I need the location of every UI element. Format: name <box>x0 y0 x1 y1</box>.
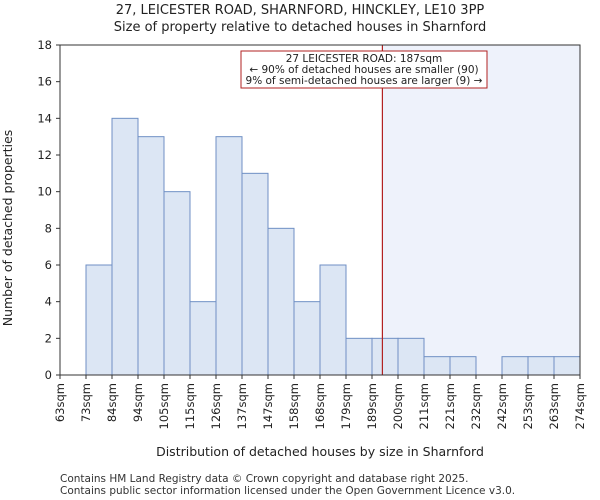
bar-200sqm <box>397 337 425 376</box>
y-tick-label: 0 <box>45 368 52 382</box>
bars <box>85 117 581 376</box>
x-tick-label: 168sqm <box>313 383 327 429</box>
bar-115sqm <box>189 301 217 376</box>
y-tick-label: 14 <box>37 111 52 125</box>
y-tick-label: 18 <box>37 38 52 52</box>
bar-105sqm <box>163 191 191 376</box>
x-tick-label: 147sqm <box>261 383 275 429</box>
bar-263sqm <box>553 356 581 376</box>
footer-line-1: Contains HM Land Registry data © Crown c… <box>60 473 468 485</box>
bar-158sqm <box>293 301 321 376</box>
x-tick-label: 274sqm <box>573 383 587 429</box>
bar-211sqm <box>423 356 451 376</box>
x-tick-label: 158sqm <box>287 383 301 429</box>
bar-189sqm <box>371 337 399 376</box>
annotation-line-2: ← 90% of detached houses are smaller (90… <box>249 64 478 76</box>
x-tick-label: 105sqm <box>157 383 171 429</box>
bar-73sqm <box>85 264 113 376</box>
x-tick-label: 211sqm <box>417 383 431 429</box>
x-axis: 63sqm 73sqm 84sqm 94sqm 105sqm 115sqm 126sqm 13… <box>53 375 587 429</box>
bar-147sqm <box>267 227 295 376</box>
bar-179sqm <box>345 337 373 376</box>
x-tick-label: 94sqm <box>131 383 145 422</box>
x-tick-label: 242sqm <box>495 383 509 429</box>
bar-84sqm <box>111 117 139 376</box>
x-tick-label: 73sqm <box>79 383 93 422</box>
y-tick-label: 2 <box>45 331 52 345</box>
bar-221sqm <box>449 356 477 376</box>
y-tick-label: 8 <box>45 221 52 235</box>
x-tick-label: 84sqm <box>105 383 119 422</box>
x-tick-label: 137sqm <box>235 383 249 429</box>
bar-126sqm <box>215 136 243 376</box>
annotation-box: 27 LEICESTER ROAD: 187sqm ← 90% of detac… <box>240 50 488 89</box>
bar-253sqm <box>527 356 555 376</box>
chart-subtitle: Size of property relative to detached ho… <box>114 20 487 35</box>
bar-94sqm <box>137 136 165 376</box>
bar-168sqm <box>319 264 347 376</box>
x-tick-label: 253sqm <box>521 383 535 429</box>
bar-137sqm <box>241 172 269 376</box>
bar-242sqm <box>501 356 529 376</box>
annotation-line-3: 9% of semi-detached houses are larger (9… <box>246 75 483 87</box>
y-tick-label: 4 <box>45 295 52 309</box>
x-tick-label: 63sqm <box>53 383 67 422</box>
x-tick-label: 232sqm <box>469 383 483 429</box>
x-axis-label: Distribution of detached houses by size … <box>156 444 484 459</box>
chart-title: 27, LEICESTER ROAD, SHARNFORD, HINCKLEY,… <box>116 3 485 18</box>
x-tick-label: 115sqm <box>183 383 197 429</box>
y-tick-label: 10 <box>37 185 52 199</box>
y-tick-label: 16 <box>37 75 52 89</box>
annotation-frame <box>240 50 488 89</box>
footer-line-2: Contains public sector information licen… <box>60 485 515 497</box>
x-tick-label: 221sqm <box>443 383 457 429</box>
y-tick-label: 6 <box>45 258 52 272</box>
annotation-line-1: 27 LEICESTER ROAD: 187sqm <box>286 53 443 65</box>
x-tick-label: 263sqm <box>547 383 561 429</box>
y-tick-label: 12 <box>37 148 52 162</box>
y-axis-label: Number of detached properties <box>0 130 15 327</box>
y-axis: 0 2 4 6 8 10 12 14 16 18 <box>37 38 60 382</box>
highlight-region <box>382 45 580 375</box>
x-tick-label: 200sqm <box>391 383 405 429</box>
x-tick-label: 189sqm <box>365 383 379 429</box>
x-tick-label: 126sqm <box>209 383 223 429</box>
x-tick-label: 179sqm <box>339 383 353 429</box>
